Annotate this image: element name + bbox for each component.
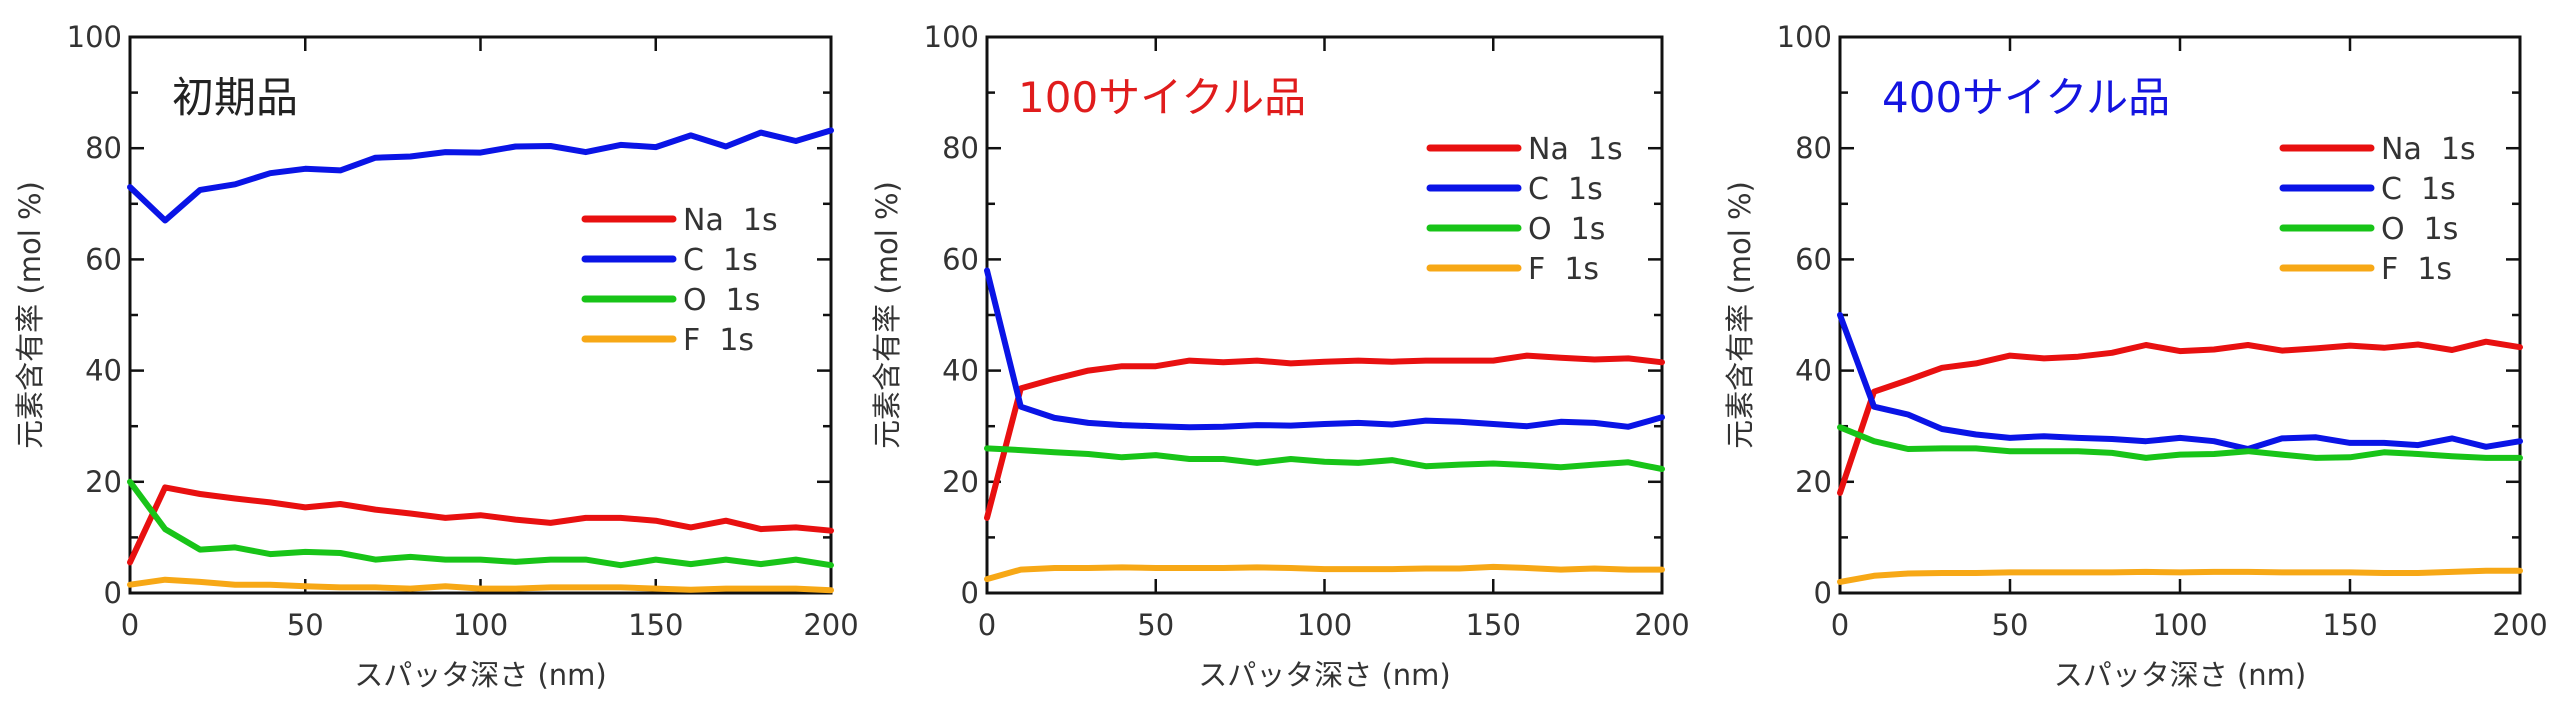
x-tick-label: 200	[803, 608, 858, 642]
legend-label: F 1s	[2381, 252, 2452, 287]
x-tick-label: 50	[1992, 608, 2029, 642]
x-tick-label: 150	[628, 608, 683, 642]
y-tick-label: 100	[67, 20, 122, 54]
y-tick-label: 60	[85, 242, 122, 276]
y-tick-label: 20	[1795, 465, 1832, 499]
y-tick-label: 100	[1777, 20, 1832, 54]
legend-label: Na 1s	[2381, 132, 2476, 167]
x-tick-label: 0	[978, 608, 996, 642]
chart-3: 0 20 40 60 80 100 0 50 100 150 200 スパッタ深さ (nm) 元素含有率…	[1723, 20, 2548, 692]
legend-label: C 1s	[683, 243, 758, 278]
x-tick-label: 100	[453, 608, 508, 642]
chart-2: 0 20 40 60 80 100 0 50 100 150 200 スパッタ深さ (nm) 元素含有率…	[870, 20, 1690, 692]
y-tick-label: 80	[85, 131, 122, 165]
chart-1: 0 20 40 60 80 100 0 50 100 150 200 スパッタ深さ (nm) 元素含有率…	[13, 20, 859, 692]
y-tick-label: 0	[104, 576, 122, 610]
series-line-na-1s	[984, 352, 1665, 521]
x-tick-label: 150	[2322, 608, 2377, 642]
x-tick-label: 150	[1466, 608, 1521, 642]
chart-title: 初期品	[172, 73, 298, 122]
x-axis-label: スパッタ深さ (nm)	[1198, 658, 1450, 692]
y-axis-label: 元素含有率 (mol %)	[13, 181, 47, 449]
legend-label: F 1s	[1528, 252, 1599, 287]
y-tick-label: 0	[1814, 576, 1832, 610]
x-axis-label: スパッタ深さ (nm)	[2054, 658, 2306, 692]
y-tick-label: 100	[924, 20, 979, 54]
x-tick-label: 100	[2152, 608, 2207, 642]
x-tick-label: 100	[1297, 608, 1352, 642]
legend-label: C 1s	[1528, 172, 1603, 207]
y-tick-label: 20	[85, 465, 122, 499]
x-tick-label: 0	[1831, 608, 1849, 642]
y-tick-label: 80	[942, 131, 979, 165]
legend-label: O 1s	[2381, 212, 2458, 247]
y-tick-label: 60	[1795, 242, 1832, 276]
legend-label: O 1s	[683, 283, 760, 318]
legend-label: F 1s	[683, 323, 754, 358]
x-axis-label: スパッタ深さ (nm)	[354, 658, 606, 692]
y-axis-label: 元素含有率 (mol %)	[870, 181, 904, 449]
y-tick-label: 40	[85, 354, 122, 388]
legend-label: Na 1s	[683, 203, 778, 238]
legend-label: Na 1s	[1528, 132, 1623, 167]
y-tick-label: 0	[961, 576, 979, 610]
y-tick-label: 40	[942, 354, 979, 388]
series-line-f-1s	[984, 563, 1665, 583]
chart-title: 100サイクル品	[1018, 73, 1306, 122]
x-tick-label: 50	[1137, 608, 1174, 642]
legend-label: C 1s	[2381, 172, 2456, 207]
x-tick-label: 200	[2492, 608, 2547, 642]
series-line-c-1s	[984, 267, 1665, 431]
y-tick-label: 20	[942, 465, 979, 499]
x-tick-label: 50	[287, 608, 324, 642]
series-line-o-1s	[984, 445, 1665, 472]
chart-title: 400サイクル品	[1882, 73, 2170, 122]
y-tick-label: 60	[942, 242, 979, 276]
y-tick-label: 80	[1795, 131, 1832, 165]
legend-label: O 1s	[1528, 212, 1605, 247]
series-line-na-1s	[127, 484, 834, 566]
series-line-na-1s	[1837, 338, 2523, 496]
x-tick-label: 0	[121, 608, 139, 642]
x-tick-label: 200	[1634, 608, 1689, 642]
y-tick-label: 40	[1795, 354, 1832, 388]
y-axis-label: 元素含有率 (mol %)	[1723, 181, 1757, 449]
